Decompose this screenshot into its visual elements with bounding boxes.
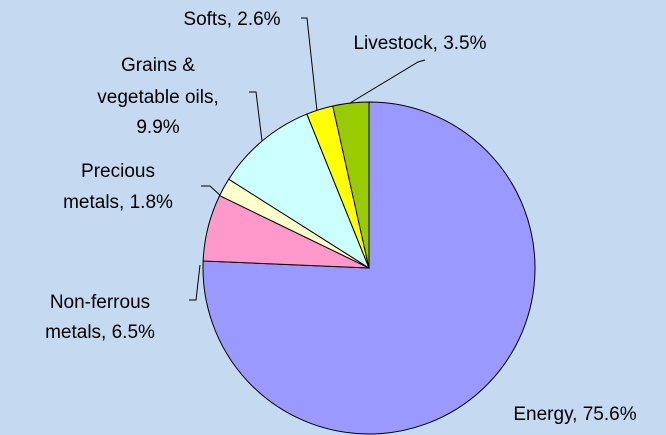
- slice-label: Grains &: [121, 55, 195, 76]
- slice-label: Energy, 75.6%: [513, 404, 636, 425]
- slice-label: Non-ferrous: [50, 292, 150, 313]
- slice-label: Precious: [81, 161, 155, 182]
- leader-line: [189, 264, 201, 301]
- slice-label: Softs, 2.6%: [183, 9, 280, 30]
- leader-line: [249, 91, 263, 142]
- pie-slice: [228, 113, 371, 270]
- slice-label: metals, 6.5%: [45, 322, 155, 343]
- slice-label: Livestock, 3.5%: [353, 33, 486, 54]
- leader-line: [301, 17, 318, 112]
- leader-line: [201, 185, 223, 198]
- leader-line: [349, 59, 426, 104]
- pie-slice: [202, 101, 536, 435]
- slice-label: 9.9%: [136, 117, 179, 138]
- slice-label: vegetable oils,: [97, 87, 218, 108]
- pie-slice: [332, 101, 370, 269]
- slice-label: metals, 1.8%: [63, 192, 173, 213]
